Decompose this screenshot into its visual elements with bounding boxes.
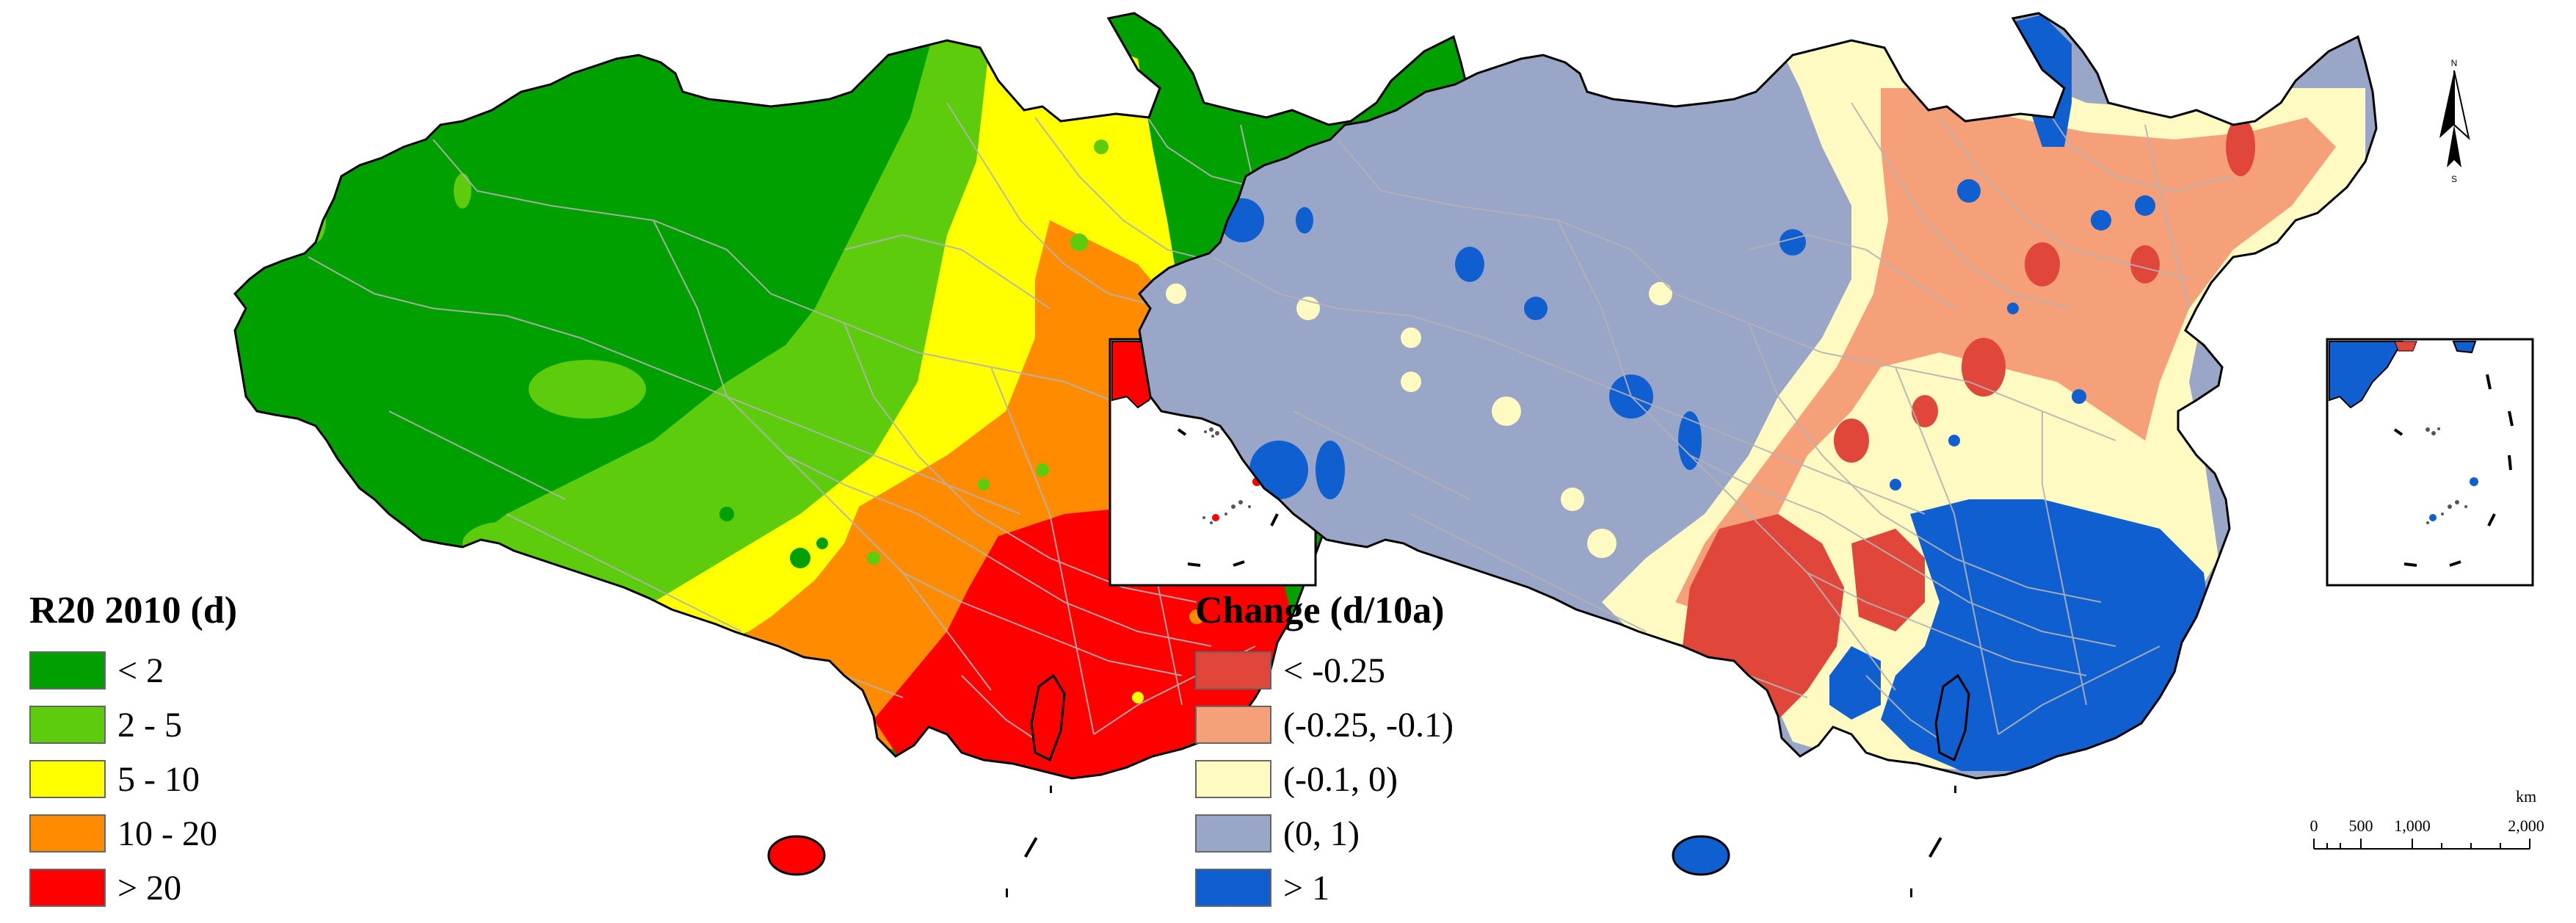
scale-tick-1000: 1,000 (2394, 817, 2431, 835)
north-arrow-icon: N S (2439, 58, 2470, 184)
legend-label: (-0.1, 0) (1283, 759, 1398, 799)
scale-bar: km 0 500 1,000 2,000 (2310, 787, 2544, 850)
legend-swatch (29, 760, 106, 798)
legend-swatch (29, 814, 106, 853)
legend-label: > 20 (117, 868, 182, 908)
legend-label: 10 - 20 (117, 814, 217, 853)
left-map (233, 12, 1473, 897)
legend-item: (0, 1) (1195, 806, 1454, 861)
legend-label: 2 - 5 (117, 705, 182, 745)
legend-item: (-0.1, 0) (1195, 752, 1454, 806)
legend-item: > 20 (29, 861, 237, 915)
north-label: N (2451, 58, 2458, 68)
legend-swatch (1195, 651, 1271, 689)
legend-title: R20 2010 (d) (29, 590, 238, 631)
south-china-sea-inset-right (2326, 338, 2534, 587)
legend-item: < -0.25 (1195, 643, 1454, 698)
south-label: S (2451, 174, 2457, 184)
legend-swatch (1195, 814, 1271, 853)
legend-label: (0, 1) (1283, 814, 1360, 853)
legend-label: (-0.25, -0.1) (1283, 705, 1454, 745)
legend-label: < 2 (117, 651, 164, 690)
right-map (1138, 12, 2534, 897)
scale-tick-2000: 2,000 (2508, 817, 2544, 835)
legend-swatch (1195, 706, 1271, 744)
legend-label: 5 - 10 (117, 759, 200, 799)
legend-item: > 1 (1195, 861, 1454, 915)
legend-item: 10 - 20 (29, 806, 237, 861)
legend-r20-2010: R20 2010 (d) < 2 2 - 5 5 - 10 10 - 20 > … (29, 589, 237, 915)
legend-item: < 2 (29, 643, 237, 698)
scale-tick-0: 0 (2310, 817, 2318, 835)
legend-swatch (1195, 869, 1271, 907)
legend-swatch (1195, 760, 1271, 798)
legend-swatch (29, 869, 106, 907)
legend-title: Change (d/10a) (1195, 590, 1445, 631)
legend-item: 5 - 10 (29, 752, 237, 806)
legend-swatch (29, 651, 106, 689)
legend-item: (-0.25, -0.1) (1195, 698, 1454, 752)
legend-label: < -0.25 (1283, 651, 1386, 690)
legend-swatch (29, 706, 106, 744)
scale-tick-500: 500 (2349, 817, 2373, 835)
legend-change: Change (d/10a) < -0.25 (-0.25, -0.1) (-0… (1195, 589, 1454, 915)
legend-label: > 1 (1283, 868, 1330, 908)
scale-unit: km (2516, 787, 2536, 806)
legend-item: 2 - 5 (29, 698, 237, 752)
